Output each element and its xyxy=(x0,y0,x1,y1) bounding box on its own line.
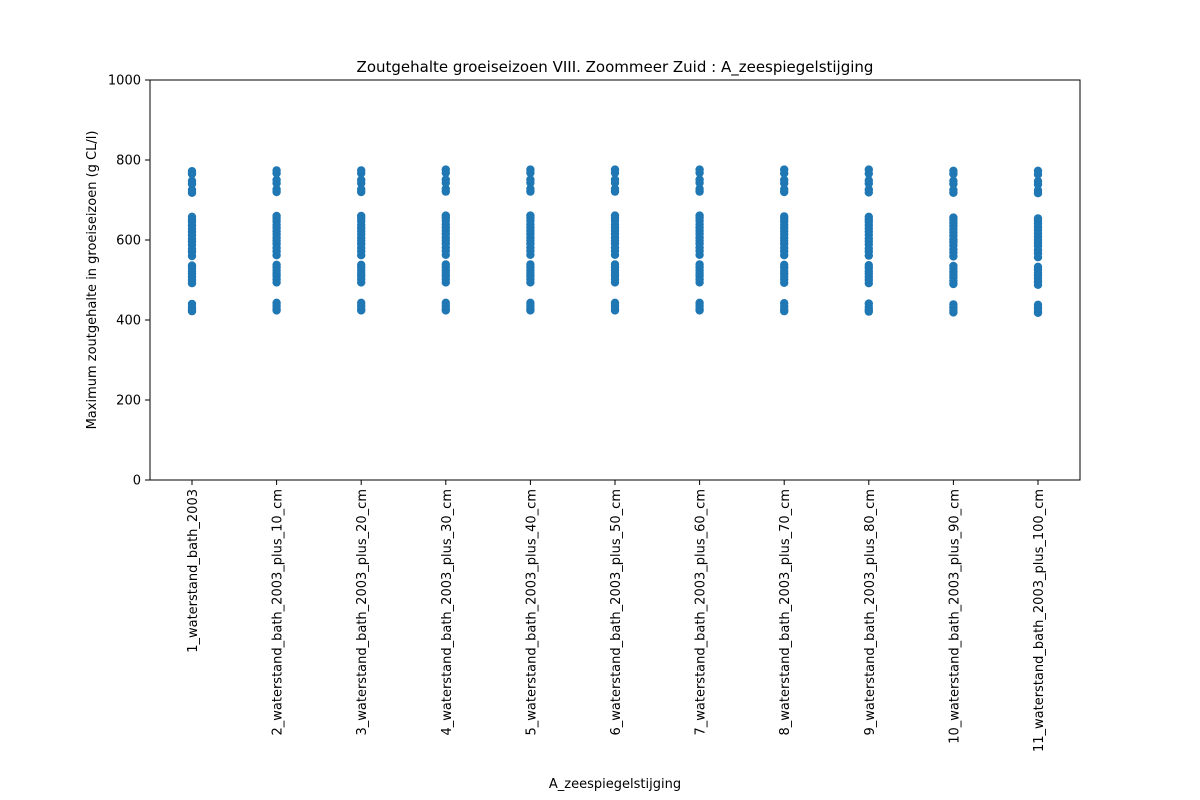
x-tick-label: 2_waterstand_bath_2003_plus_10_cm xyxy=(271,489,286,736)
data-point xyxy=(780,260,789,269)
data-point xyxy=(526,298,535,307)
data-point xyxy=(1033,186,1043,195)
data-point xyxy=(272,166,281,175)
y-tick-label: 200 xyxy=(116,394,141,409)
data-point xyxy=(357,166,366,175)
data-point xyxy=(949,185,958,195)
data-point xyxy=(526,260,535,269)
x-tick-label: 5_waterstand_bath_2003_plus_40_cm xyxy=(524,489,539,736)
y-tick-label: 400 xyxy=(116,314,141,329)
data-point xyxy=(272,211,281,221)
data-point xyxy=(526,184,535,193)
data-point xyxy=(780,299,789,308)
data-point xyxy=(864,165,873,174)
data-point xyxy=(1033,214,1043,223)
data-point xyxy=(272,260,281,269)
data-point xyxy=(695,298,704,307)
data-point xyxy=(272,175,281,185)
data-point xyxy=(949,213,958,222)
y-tick-label: 0 xyxy=(133,474,141,489)
data-point xyxy=(187,167,197,176)
data-point xyxy=(187,176,197,185)
data-point xyxy=(780,212,789,221)
data-point xyxy=(357,211,366,221)
data-point xyxy=(272,185,281,194)
data-point xyxy=(610,175,620,184)
data-point xyxy=(864,176,873,185)
data-point xyxy=(610,184,620,193)
x-tick-label: 8_waterstand_bath_2003_plus_70_cm xyxy=(778,489,793,736)
data-point xyxy=(272,298,281,307)
data-point xyxy=(1033,262,1043,271)
data-point xyxy=(780,165,789,174)
y-axis: 0 200 400 600 800 1000 xyxy=(108,74,150,489)
data-point xyxy=(610,298,620,307)
x-tick-label: 11_waterstand_bath_2003_plus_100_cm xyxy=(1032,489,1047,752)
data-point xyxy=(1033,166,1043,175)
data-point xyxy=(357,298,366,307)
x-axis-label: A_zeespiegelstijging xyxy=(549,777,681,792)
data-point xyxy=(695,260,704,269)
data-point xyxy=(610,165,620,174)
data-point xyxy=(526,211,535,220)
data-point xyxy=(695,211,704,220)
data-point xyxy=(780,185,789,194)
chart-title: Zoutgehalte groeiseizoen VIII. Zoommeer … xyxy=(357,58,874,77)
data-point xyxy=(610,260,620,269)
x-tick-label: 6_waterstand_bath_2003_plus_50_cm xyxy=(609,489,624,736)
data-point xyxy=(526,175,535,184)
data-point xyxy=(695,165,704,174)
data-point xyxy=(526,165,535,174)
y-tick-label: 1000 xyxy=(108,74,141,89)
data-point xyxy=(949,176,958,185)
data-point xyxy=(864,261,873,270)
x-tick-label: 9_waterstand_bath_2003_plus_80_cm xyxy=(863,489,878,736)
data-point xyxy=(187,185,197,195)
data-point xyxy=(610,211,620,220)
data-point xyxy=(441,298,450,307)
data-point xyxy=(695,184,704,193)
plot-frame xyxy=(149,79,1081,481)
data-point xyxy=(695,175,704,184)
x-tick-label: 7_waterstand_bath_2003_plus_60_cm xyxy=(694,489,709,736)
data-point xyxy=(187,261,197,270)
data-point xyxy=(187,299,197,309)
y-axis-label: Maximum zoutgehalte in groeiseizoen (g C… xyxy=(85,131,100,430)
y-tick-label: 600 xyxy=(116,234,141,249)
data-point xyxy=(187,212,197,221)
data-point xyxy=(441,175,450,184)
x-tick-label: 3_waterstand_bath_2003_plus_20_cm xyxy=(355,489,370,736)
data-point xyxy=(441,165,450,174)
data-points xyxy=(187,165,1043,317)
data-point xyxy=(949,166,958,175)
data-point xyxy=(441,184,450,193)
data-point xyxy=(864,212,873,221)
x-tick-label: 4_waterstand_bath_2003_plus_30_cm xyxy=(440,489,455,736)
data-point xyxy=(1033,300,1043,309)
data-point xyxy=(949,261,958,271)
data-point xyxy=(1033,177,1043,186)
data-point xyxy=(864,299,873,308)
data-point xyxy=(441,211,450,220)
data-point xyxy=(780,175,789,185)
y-tick-label: 800 xyxy=(116,154,141,169)
x-tick-label: 10_waterstand_bath_2003_plus_90_cm xyxy=(947,489,962,744)
x-axis: 1_waterstand_bath_2003 2_waterstand_bath_… xyxy=(186,480,1047,752)
x-tick-label: 1_waterstand_bath_2003 xyxy=(186,489,201,653)
data-point xyxy=(949,300,958,309)
data-point xyxy=(357,260,366,269)
data-point xyxy=(357,175,366,185)
data-point xyxy=(864,185,873,194)
data-point xyxy=(441,260,450,269)
data-point xyxy=(357,185,366,194)
